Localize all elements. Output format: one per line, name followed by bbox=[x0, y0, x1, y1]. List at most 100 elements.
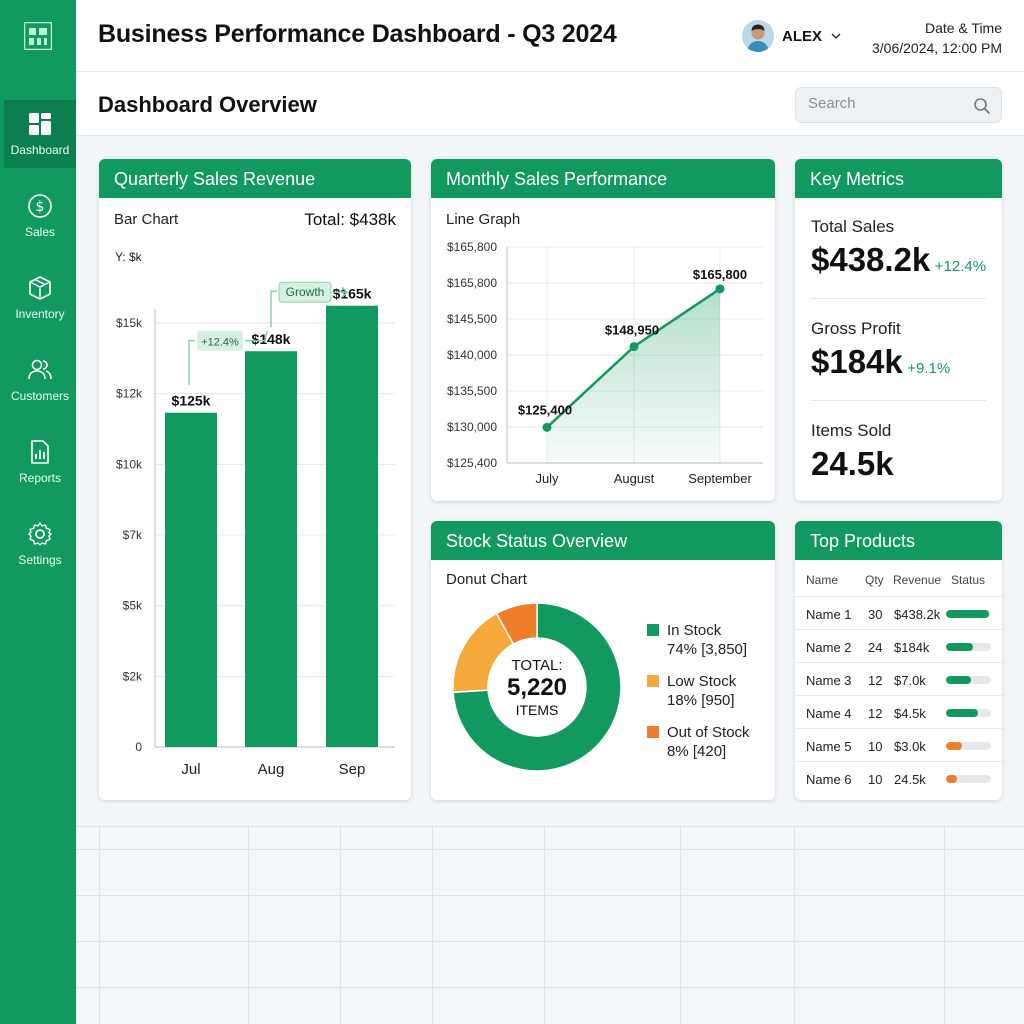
metric-value: $184k bbox=[811, 343, 903, 380]
chart-type-label: Line Graph bbox=[446, 211, 521, 228]
y-tick-label: $5k bbox=[123, 599, 143, 613]
subheader: Dashboard Overview bbox=[76, 72, 1024, 136]
sidebar-item-label: Reports bbox=[18, 471, 62, 485]
page-title: Dashboard Overview bbox=[98, 92, 317, 117]
user-menu[interactable]: ALEX bbox=[742, 20, 842, 52]
column-header[interactable]: Name bbox=[806, 573, 839, 587]
donut-chart bbox=[452, 602, 622, 772]
divider bbox=[811, 298, 986, 299]
legend-label: In Stock bbox=[667, 622, 722, 639]
sidebar-item-dashboard[interactable]: Dashboard bbox=[4, 100, 76, 168]
metric-total-sales: Total Sales $438.2k +12.4% bbox=[811, 217, 986, 279]
growth-arrow bbox=[245, 330, 268, 342]
sidebar: Dashboard $ Sales Inventory Customers Re… bbox=[0, 0, 76, 1024]
x-tick-label: July bbox=[535, 471, 559, 486]
metric-value: $438.2k bbox=[811, 241, 931, 278]
search-icon[interactable] bbox=[973, 97, 991, 115]
line-chart: $125,400 $130,000 $135,500 $140,000 $145,500… bbox=[447, 240, 763, 486]
sidebar-item-sales[interactable]: $ Sales bbox=[4, 182, 76, 250]
avatar-icon bbox=[742, 20, 774, 52]
bar-value-label: $148k bbox=[252, 331, 291, 347]
sidebar-item-label: Inventory bbox=[15, 307, 65, 321]
svg-text:$: $ bbox=[36, 199, 45, 215]
report-icon bbox=[31, 440, 49, 464]
sidebar-item-label: Settings bbox=[18, 553, 62, 567]
cell-qty: 10 bbox=[868, 772, 883, 787]
column-header[interactable]: Qty bbox=[865, 573, 884, 587]
card-title: Quarterly Sales Revenue bbox=[99, 159, 411, 198]
metric-label: Items Sold bbox=[811, 421, 892, 440]
quarterly-sales-card: Quarterly Sales Revenue Bar Chart Total:… bbox=[99, 159, 411, 800]
cell-name: Name 2 bbox=[806, 640, 852, 655]
products-table: Name Qty Revenue Status Name 1 30 $438.2k N… bbox=[795, 560, 1002, 800]
legend-detail: 18% [950] bbox=[667, 692, 735, 709]
chart-type-label: Bar Chart bbox=[114, 211, 179, 228]
dollar-icon: $ bbox=[28, 194, 52, 218]
search-input[interactable] bbox=[808, 95, 958, 112]
y-tick-label: $10k bbox=[116, 457, 143, 471]
card-title: Monthly Sales Performance bbox=[431, 159, 775, 198]
sidebar-item-settings[interactable]: Settings bbox=[4, 510, 76, 578]
line-point bbox=[629, 342, 639, 352]
stock-status-card: Stock Status Overview Donut Chart TOTAL:… bbox=[431, 521, 775, 800]
chevron-down-icon[interactable] bbox=[830, 30, 842, 42]
status-bar-fill bbox=[946, 610, 989, 618]
line-area bbox=[547, 288, 720, 463]
column-header[interactable]: Status bbox=[951, 573, 986, 587]
donut-center-value: 5,220 bbox=[506, 674, 568, 701]
legend-swatch bbox=[647, 726, 659, 738]
growth-tag bbox=[278, 281, 332, 303]
background-grid bbox=[76, 826, 1024, 1024]
table-row[interactable]: Name 2 24 $184k bbox=[795, 629, 1002, 662]
legend-label: Low Stock bbox=[667, 673, 737, 690]
table-row[interactable]: Name 4 12 $4.5k bbox=[795, 695, 1002, 728]
key-metrics-card: Key Metrics Total Sales $438.2k +12.4% G… bbox=[795, 159, 1002, 501]
datetime-value: 3/06/2024, 12:00 PM bbox=[872, 40, 1002, 56]
cell-revenue: $7.0k bbox=[894, 673, 926, 688]
cell-name: Name 4 bbox=[806, 706, 852, 721]
bar bbox=[165, 412, 217, 747]
y-tick-label: $7k bbox=[123, 528, 143, 542]
line-point bbox=[542, 422, 552, 432]
cell-qty: 10 bbox=[868, 739, 883, 754]
cell-name: Name 3 bbox=[806, 673, 852, 688]
growth-tag-label: Growth bbox=[286, 285, 325, 299]
search-box[interactable] bbox=[795, 87, 1002, 123]
sidebar-item-reports[interactable]: Reports bbox=[4, 428, 76, 496]
metric-value: 24.5k bbox=[811, 445, 894, 482]
table-row[interactable]: Name 1 30 $438.2k bbox=[795, 596, 1002, 629]
status-bar-fill bbox=[946, 676, 971, 684]
sidebar-item-inventory[interactable]: Inventory bbox=[4, 264, 76, 332]
donut-slice bbox=[452, 602, 622, 772]
sidebar-item-customers[interactable]: Customers bbox=[4, 346, 76, 414]
column-header[interactable]: Revenue bbox=[893, 573, 942, 587]
table-row[interactable]: Name 5 10 $3.0k bbox=[795, 728, 1002, 761]
table-row[interactable]: Name 3 12 $7.0k bbox=[795, 662, 1002, 695]
divider bbox=[811, 400, 986, 401]
table-row[interactable]: Name 6 10 24.5k bbox=[795, 761, 1002, 794]
legend-label: Out of Stock bbox=[667, 724, 750, 741]
cell-qty: 12 bbox=[868, 706, 883, 721]
bar bbox=[326, 305, 378, 747]
box-icon bbox=[29, 276, 51, 300]
status-bar bbox=[946, 643, 991, 651]
users-icon bbox=[28, 359, 52, 380]
dashboard-icon bbox=[29, 113, 51, 135]
metric-items-sold: Items Sold 24.5k bbox=[811, 421, 894, 483]
y-tick-label: 0 bbox=[135, 740, 142, 754]
growth-connector bbox=[188, 340, 195, 385]
logo-icon bbox=[24, 22, 52, 50]
cell-name: Name 1 bbox=[806, 607, 852, 622]
y-tick-label: $15k bbox=[116, 316, 143, 330]
x-tick-label: Sep bbox=[339, 761, 366, 778]
growth-annotation: +12.4% Growth bbox=[188, 281, 348, 385]
metric-change: +12.4% bbox=[934, 258, 987, 275]
y-tick-label: $135,500 bbox=[447, 384, 497, 398]
point-value-label: $165,800 bbox=[693, 267, 747, 282]
growth-connector bbox=[270, 290, 277, 328]
status-bar bbox=[946, 610, 991, 618]
x-tick-label: August bbox=[614, 471, 655, 486]
app-title: Business Performance Dashboard - Q3 2024 bbox=[98, 20, 617, 48]
monthly-sales-card: Monthly Sales Performance Line Graph $12… bbox=[431, 159, 775, 501]
x-tick-label: Aug bbox=[258, 761, 285, 778]
